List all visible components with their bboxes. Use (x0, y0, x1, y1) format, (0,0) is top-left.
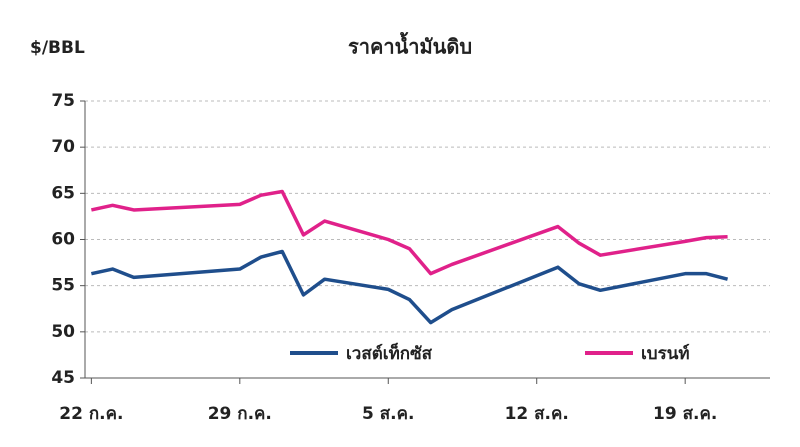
y-tick-label: 50 (51, 322, 75, 342)
y-tick-label: 65 (51, 183, 75, 203)
x-tick-label: 5 ส.ค. (362, 404, 414, 424)
y-tick-label: 60 (51, 230, 75, 250)
y-tick-label: 55 (51, 276, 75, 296)
x-tick-label: 12 ส.ค. (505, 404, 569, 424)
y-tick-label: 75 (51, 91, 75, 111)
line-series (90, 189, 728, 276)
x-tick-label: 19 ส.ค. (653, 404, 717, 424)
y-axis-label: $/BBL (30, 38, 85, 58)
line-series (90, 249, 729, 325)
y-tick-label: 70 (51, 137, 75, 157)
x-tick-label: 29 ก.ค. (208, 404, 272, 424)
chart-title: ราคาน้ำมันดิบ (348, 32, 472, 59)
y-tick-label: 45 (51, 368, 75, 388)
legend-label: เวสต์เท็กซัส (346, 341, 433, 364)
legend-label: เบรนท์ (641, 343, 690, 364)
x-tick-label: 22 ก.ค. (59, 404, 123, 424)
